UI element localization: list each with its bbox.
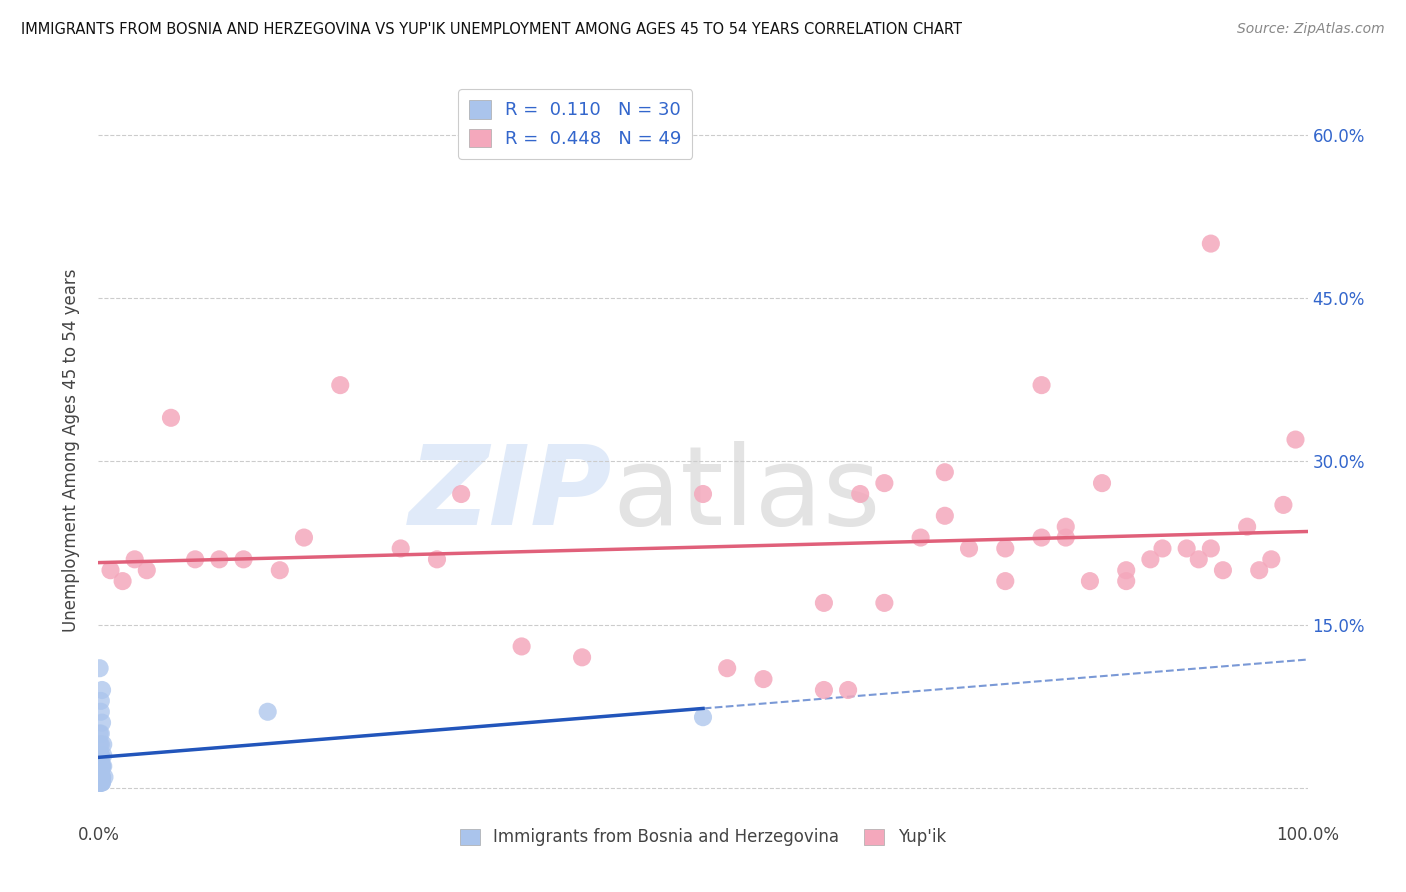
Point bbox=[135, 563, 157, 577]
Text: atlas: atlas bbox=[613, 442, 880, 549]
Point bbox=[91, 715, 114, 730]
Point bbox=[91, 770, 114, 784]
Point bbox=[89, 759, 111, 773]
Point bbox=[957, 541, 980, 556]
Text: ZIP: ZIP bbox=[409, 442, 613, 549]
Point bbox=[329, 378, 352, 392]
Point bbox=[1115, 574, 1137, 588]
Point bbox=[91, 775, 114, 789]
Point bbox=[90, 705, 112, 719]
Point bbox=[837, 683, 859, 698]
Point bbox=[1139, 552, 1161, 566]
Point bbox=[389, 541, 412, 556]
Point bbox=[90, 759, 112, 773]
Point bbox=[111, 574, 134, 588]
Point bbox=[90, 764, 112, 779]
Point bbox=[994, 574, 1017, 588]
Text: IMMIGRANTS FROM BOSNIA AND HERZEGOVINA VS YUP'IK UNEMPLOYMENT AMONG AGES 45 TO 5: IMMIGRANTS FROM BOSNIA AND HERZEGOVINA V… bbox=[21, 22, 962, 37]
Point bbox=[1188, 552, 1211, 566]
Point bbox=[89, 775, 111, 789]
Point bbox=[1078, 574, 1101, 588]
Point bbox=[1031, 531, 1053, 545]
Point bbox=[90, 694, 112, 708]
Point bbox=[1284, 433, 1306, 447]
Point bbox=[91, 775, 114, 789]
Point bbox=[90, 738, 112, 752]
Point bbox=[89, 759, 111, 773]
Point bbox=[90, 726, 112, 740]
Point bbox=[1031, 378, 1053, 392]
Point bbox=[91, 759, 114, 773]
Point bbox=[1152, 541, 1174, 556]
Point bbox=[91, 738, 114, 752]
Point bbox=[90, 775, 112, 789]
Point bbox=[1175, 541, 1198, 556]
Point bbox=[91, 759, 114, 773]
Point bbox=[89, 738, 111, 752]
Point bbox=[89, 661, 111, 675]
Point bbox=[994, 541, 1017, 556]
Point bbox=[426, 552, 449, 566]
Point bbox=[1199, 236, 1222, 251]
Point bbox=[90, 754, 112, 768]
Point bbox=[1249, 563, 1271, 577]
Point bbox=[873, 596, 896, 610]
Point bbox=[813, 683, 835, 698]
Point bbox=[1272, 498, 1295, 512]
Point bbox=[813, 596, 835, 610]
Point bbox=[292, 531, 315, 545]
Point bbox=[1212, 563, 1234, 577]
Point bbox=[90, 748, 112, 763]
Point bbox=[269, 563, 291, 577]
Point bbox=[89, 726, 111, 740]
Point bbox=[91, 759, 114, 773]
Point bbox=[1091, 476, 1114, 491]
Point bbox=[160, 410, 183, 425]
Point bbox=[692, 710, 714, 724]
Point bbox=[89, 748, 111, 763]
Point bbox=[89, 770, 111, 784]
Point bbox=[849, 487, 872, 501]
Point bbox=[752, 672, 775, 686]
Point bbox=[256, 705, 278, 719]
Point bbox=[1054, 531, 1077, 545]
Point bbox=[208, 552, 231, 566]
Point bbox=[89, 775, 111, 789]
Point bbox=[90, 775, 112, 789]
Point bbox=[89, 775, 111, 789]
Y-axis label: Unemployment Among Ages 45 to 54 years: Unemployment Among Ages 45 to 54 years bbox=[62, 268, 80, 632]
Point bbox=[716, 661, 738, 675]
Point bbox=[93, 770, 115, 784]
Point bbox=[1054, 519, 1077, 533]
Point bbox=[1236, 519, 1258, 533]
Point bbox=[91, 759, 114, 773]
Point bbox=[1115, 563, 1137, 577]
Point bbox=[90, 748, 112, 763]
Point bbox=[1260, 552, 1282, 566]
Point bbox=[910, 531, 932, 545]
Point bbox=[184, 552, 207, 566]
Point bbox=[90, 748, 112, 763]
Point bbox=[450, 487, 472, 501]
Point bbox=[89, 770, 111, 784]
Point bbox=[510, 640, 533, 654]
Point bbox=[124, 552, 146, 566]
Point bbox=[91, 770, 114, 784]
Point bbox=[934, 465, 956, 479]
Legend: Immigrants from Bosnia and Herzegovina, Yup'ik: Immigrants from Bosnia and Herzegovina, … bbox=[453, 822, 953, 853]
Point bbox=[90, 775, 112, 789]
Point bbox=[89, 775, 111, 789]
Point bbox=[232, 552, 254, 566]
Point bbox=[571, 650, 593, 665]
Point bbox=[692, 487, 714, 501]
Text: Source: ZipAtlas.com: Source: ZipAtlas.com bbox=[1237, 22, 1385, 37]
Point bbox=[91, 683, 114, 698]
Point bbox=[873, 476, 896, 491]
Point bbox=[100, 563, 122, 577]
Point bbox=[934, 508, 956, 523]
Point bbox=[1199, 541, 1222, 556]
Point bbox=[91, 748, 114, 763]
